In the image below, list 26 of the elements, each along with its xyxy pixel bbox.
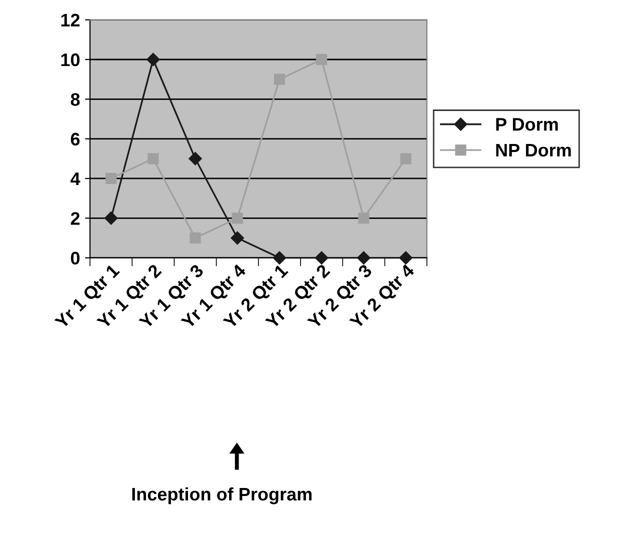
point [106, 172, 117, 184]
y-tick-label: 2 [70, 212, 80, 225]
point [104, 212, 118, 225]
legend-label: P Dorm [496, 118, 558, 131]
point [357, 251, 370, 264]
point [190, 232, 201, 244]
y-tick-label: 10 [61, 53, 80, 66]
text: Inception of Program [132, 487, 312, 504]
point [188, 152, 202, 166]
point [232, 212, 243, 224]
y-tick-label: 6 [70, 132, 80, 146]
point [230, 231, 244, 245]
legend-label: NP Dorm [496, 144, 571, 157]
y-tick-label: 4 [70, 172, 80, 186]
point [146, 52, 160, 66]
point [400, 153, 412, 164]
y-tick-label: 0 [70, 252, 80, 265]
point [358, 212, 370, 224]
point [399, 251, 412, 264]
point [272, 251, 286, 264]
y-tick-label: 8 [70, 93, 80, 106]
point [315, 251, 328, 264]
point [148, 153, 159, 164]
point [274, 74, 286, 85]
point [316, 54, 328, 66]
y-tick-label: 12 [61, 14, 80, 26]
